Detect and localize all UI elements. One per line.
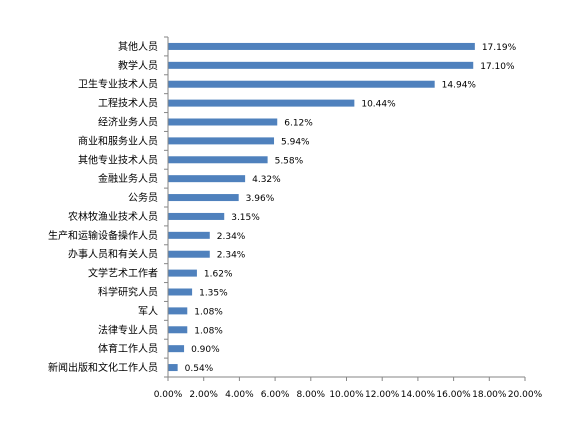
data-label: 10.44% [361, 100, 396, 110]
data-label: 4.32% [252, 175, 281, 185]
data-label: 1.35% [199, 289, 228, 299]
category-label: 生产和运输设备操作人员 [48, 229, 158, 242]
x-tick-label: 14.00% [401, 390, 436, 400]
bar [168, 156, 268, 164]
data-label: 2.34% [217, 232, 246, 242]
x-tick-label: 2.00% [189, 390, 218, 400]
data-label: 0.90% [191, 345, 220, 355]
category-label: 其他专业技术人员 [78, 153, 158, 166]
category-label: 新闻出版和文化工作人员 [48, 361, 158, 374]
data-label: 1.08% [194, 326, 223, 336]
bar [168, 99, 355, 107]
x-tick-label: 0.00% [154, 390, 183, 400]
data-label: 0.54% [185, 364, 214, 374]
x-tick-label: 16.00% [436, 390, 471, 400]
bar [168, 212, 225, 220]
bar [168, 364, 178, 372]
data-label: 5.94% [281, 137, 310, 147]
bar [168, 269, 197, 277]
data-label: 3.96% [246, 194, 275, 204]
data-label: 14.94% [442, 81, 477, 91]
category-label: 军人 [138, 305, 158, 317]
bar [168, 326, 188, 334]
bar [168, 231, 210, 239]
data-label: 1.62% [204, 270, 233, 280]
category-label: 工程技术人员 [98, 97, 158, 110]
x-tick-label: 8.00% [297, 390, 326, 400]
category-label: 商业和服务业人员 [78, 134, 158, 147]
bar [168, 288, 193, 296]
bar [168, 61, 474, 69]
bar [168, 175, 246, 183]
x-tick-label: 4.00% [225, 390, 254, 400]
category-label: 公务员 [128, 191, 158, 204]
data-label: 1.08% [194, 307, 223, 317]
x-tick-label: 20.00% [508, 390, 543, 400]
data-label: 17.10% [480, 62, 515, 72]
bar [168, 345, 185, 353]
bar [168, 307, 188, 315]
bar [168, 137, 275, 145]
x-tick-label: 10.00% [329, 390, 364, 400]
category-label: 经济业务人员 [98, 116, 158, 129]
bar [168, 194, 239, 202]
bar [168, 250, 210, 258]
category-label: 文学艺术工作者 [88, 267, 158, 280]
category-label: 办事人员和有关人员 [68, 248, 158, 261]
category-label: 科学研究人员 [98, 286, 158, 299]
category-label: 卫生专业技术人员 [78, 78, 158, 91]
bar [168, 42, 475, 50]
category-label: 体育工作人员 [98, 342, 158, 355]
category-label: 法律专业人员 [98, 323, 158, 336]
data-label: 5.58% [275, 156, 304, 166]
data-label: 3.15% [231, 213, 260, 223]
category-label: 农林牧渔业技术人员 [68, 210, 158, 223]
bar [168, 80, 435, 88]
x-tick-label: 6.00% [261, 390, 290, 400]
category-label: 教学人员 [118, 59, 158, 72]
bar [168, 118, 278, 126]
x-tick-label: 12.00% [365, 390, 400, 400]
data-label: 6.12% [284, 119, 313, 129]
category-label: 金融业务人员 [98, 172, 158, 185]
category-label: 其他人员 [118, 40, 158, 53]
data-label: 17.19% [482, 43, 517, 53]
data-label: 2.34% [217, 251, 246, 261]
x-tick-label: 18.00% [472, 390, 507, 400]
